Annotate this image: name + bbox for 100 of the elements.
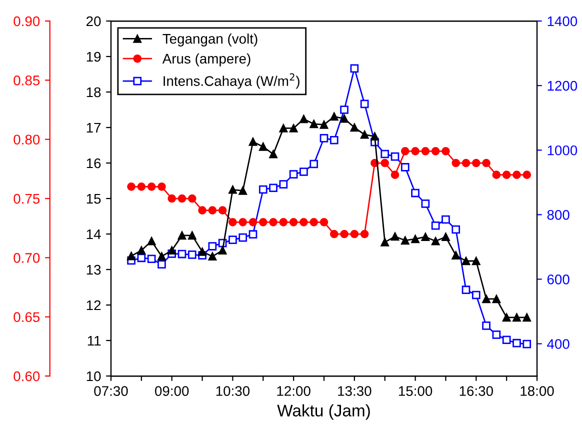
point: [198, 206, 206, 215]
point: [137, 246, 146, 255]
y-tick-label: 17: [86, 123, 101, 133]
x-tick-label: 09:00: [155, 386, 189, 396]
y-tick-label: 20: [86, 16, 101, 26]
point: [452, 158, 460, 168]
point: [300, 218, 308, 226]
point: [431, 147, 440, 156]
y3-tick-label: 0.85: [14, 76, 40, 86]
point: [258, 185, 268, 194]
point: [218, 206, 227, 215]
point: [208, 252, 217, 261]
point: [431, 236, 440, 246]
point: [411, 147, 420, 156]
point: [492, 330, 501, 339]
point: [300, 168, 308, 176]
point: [269, 218, 278, 226]
point: [472, 256, 480, 266]
y3-tick-label: 0.65: [14, 312, 40, 322]
point: [269, 184, 278, 192]
point: [411, 234, 420, 244]
point: [512, 338, 521, 348]
x-tick-label: 13:30: [338, 386, 372, 396]
point: [400, 163, 410, 172]
point: [340, 114, 348, 123]
point: [492, 170, 501, 180]
point: [360, 130, 369, 139]
legend-label: Intens.Cahaya (W/m$^{2}$): [164, 73, 300, 89]
point: [421, 232, 430, 242]
point: [492, 294, 501, 304]
y3-tick-label: 0.75: [14, 194, 40, 204]
y2-tick-label: 1200: [548, 80, 578, 91]
point: [330, 136, 338, 144]
point: [127, 182, 136, 191]
point: [310, 120, 318, 128]
point: [452, 225, 460, 234]
point: [462, 256, 470, 266]
point: [248, 138, 258, 146]
y-tick-label: 15: [86, 194, 101, 204]
x-tick-label: 16:30: [460, 386, 493, 396]
y-tick-label: 10: [86, 371, 101, 382]
point: [248, 230, 258, 239]
point: [522, 170, 532, 180]
y-tick-label: 18: [86, 87, 101, 98]
point: [289, 124, 298, 132]
point: [472, 158, 480, 168]
point: [350, 123, 359, 132]
point: [198, 248, 206, 256]
point: [462, 158, 470, 168]
point: [390, 152, 400, 161]
y-tick-label: 19: [86, 52, 101, 62]
point: [462, 286, 470, 294]
point: [411, 188, 420, 198]
point: [147, 254, 156, 264]
point: [248, 218, 258, 226]
point: [380, 238, 390, 246]
point: [350, 64, 359, 73]
y-tick-label: 11: [88, 336, 101, 346]
point: [522, 340, 532, 348]
y-tick-label: 12: [86, 300, 101, 310]
point: [320, 134, 328, 142]
point: [208, 206, 217, 215]
point: [178, 250, 186, 258]
point: [258, 142, 268, 151]
point: [258, 218, 268, 226]
y2-tick-label: 400: [547, 339, 570, 349]
point: [289, 170, 298, 178]
point: [330, 112, 338, 121]
legend-label: Arus (ampere): [162, 53, 250, 66]
point: [482, 322, 490, 330]
x-tick-label: 18:00: [520, 386, 554, 396]
legend-label: Tegangan (volt): [162, 34, 258, 46]
point: [360, 230, 369, 238]
point: [380, 150, 390, 158]
point: [390, 232, 400, 241]
x-tick-label: 15:00: [398, 386, 432, 396]
point: [400, 236, 410, 245]
point: [279, 180, 288, 188]
y3-tick-label: 0.60: [14, 371, 40, 382]
point: [330, 230, 338, 238]
point: [228, 185, 237, 194]
point: [360, 100, 369, 108]
y2-tick-label: 1000: [548, 145, 578, 156]
point: [370, 132, 379, 141]
point: [442, 215, 450, 224]
point: [158, 182, 166, 191]
y-tick-label: 13: [86, 264, 101, 275]
point: [147, 182, 156, 191]
point: [158, 252, 166, 261]
point: [431, 221, 440, 230]
point: [178, 194, 186, 203]
point: [279, 124, 288, 132]
point: [208, 242, 217, 250]
y3-tick-label: 0.80: [14, 134, 40, 145]
point: [421, 147, 430, 156]
point: [340, 106, 348, 114]
point: [188, 231, 196, 240]
x-tick-label: 07:30: [94, 386, 128, 396]
point: [320, 218, 328, 226]
point: [380, 158, 390, 168]
